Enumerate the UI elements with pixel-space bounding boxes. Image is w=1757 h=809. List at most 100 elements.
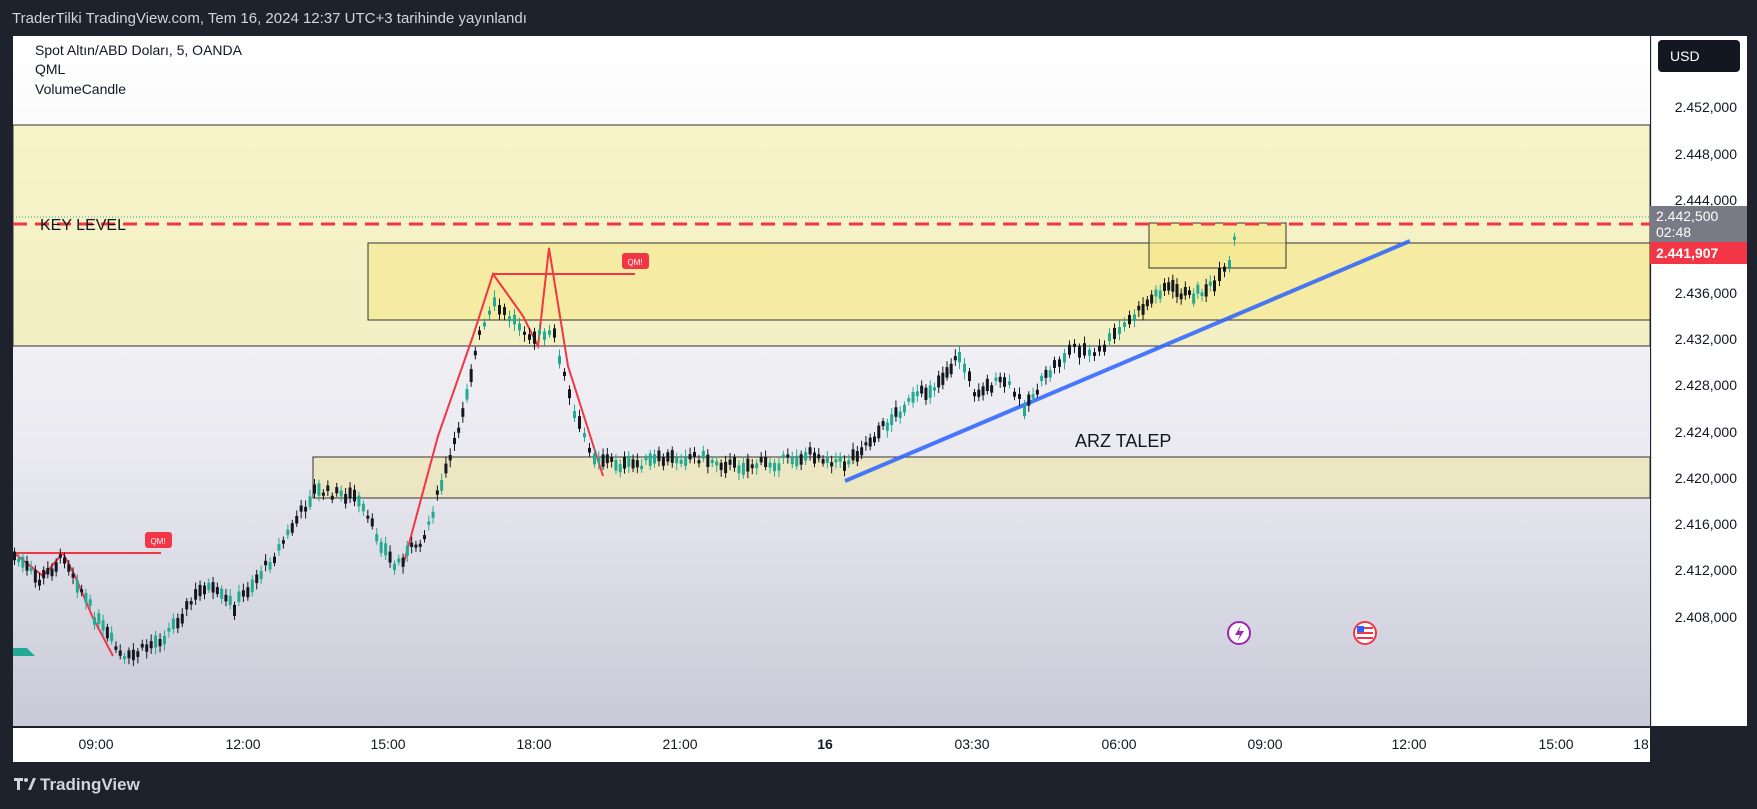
candle-body <box>110 632 114 642</box>
candle-body <box>990 385 994 393</box>
qml-pattern-left[interactable] <box>14 552 114 657</box>
candle-body <box>670 450 674 463</box>
qml-pattern-main[interactable] <box>402 247 604 567</box>
candle-body <box>194 589 198 600</box>
indicator-volumecandle[interactable]: VolumeCandle <box>35 81 127 97</box>
candle-body <box>211 582 215 593</box>
candle-body <box>877 425 881 439</box>
time-tick: 09:00 <box>78 736 114 752</box>
candle-body <box>781 454 785 458</box>
candle-body <box>453 437 456 445</box>
candle-body <box>88 599 92 606</box>
candle-body <box>777 463 781 471</box>
candle-body <box>498 305 501 315</box>
candle-body <box>903 404 906 413</box>
candle-body <box>1083 343 1086 356</box>
candle-body <box>384 543 388 556</box>
time-tick: 15:00 <box>370 736 406 752</box>
candle-body <box>401 557 405 567</box>
candle-body <box>75 580 79 593</box>
candle-body <box>233 604 236 616</box>
candle-body <box>1183 287 1187 296</box>
trend-line[interactable] <box>844 239 1411 483</box>
candle-body <box>1058 359 1061 367</box>
candle-body <box>715 461 719 466</box>
candle-body <box>503 307 506 315</box>
price-marker-timer: 02:48 <box>1656 224 1692 240</box>
candle-body <box>339 490 343 497</box>
time-axis[interactable]: 09:00 12:00 15:00 18:00 21:00 16 03:30 06:00 09:… <box>13 728 1653 762</box>
candle-body <box>518 323 521 331</box>
price-tick: 2.420,000 <box>1674 470 1737 486</box>
candle-body <box>563 371 566 377</box>
tradingview-brand: TradingView <box>40 775 140 794</box>
candle-body <box>746 458 750 472</box>
time-tick: 16 <box>817 736 833 752</box>
candle-body <box>538 330 541 335</box>
candle-body <box>1048 370 1052 378</box>
candle-body <box>189 601 193 605</box>
candle-body <box>357 495 361 507</box>
candle-body <box>737 465 741 474</box>
candle-body <box>894 407 898 417</box>
price-axis[interactable]: USD 2.452,000 2.448,000 2.444,000 2.436,000… <box>1650 36 1747 726</box>
candle-body <box>786 454 790 458</box>
candle-body <box>418 543 422 547</box>
us-flag-icon[interactable] <box>1353 621 1377 645</box>
candle-body <box>1150 294 1154 304</box>
candle-body <box>50 568 54 577</box>
price-tick: 2.428,000 <box>1674 377 1737 393</box>
qm-badge-left[interactable]: QM! <box>145 532 172 548</box>
candle-body <box>290 523 294 533</box>
demand-zone[interactable] <box>312 456 1651 499</box>
breakout-box[interactable] <box>1148 222 1287 269</box>
publish-header: TraderTilki TradingView.com, Tem 16, 202… <box>0 0 1757 36</box>
candle-body <box>29 567 33 572</box>
candle-body <box>46 567 50 575</box>
candles[interactable] <box>13 232 1236 667</box>
candle-body <box>821 459 825 464</box>
candle-body <box>237 591 241 602</box>
candle-body <box>101 620 105 631</box>
price-chart[interactable]: KEY LEVEL ARZ TALEP QM! QM! <box>12 36 1651 726</box>
candle-body <box>741 462 745 475</box>
candle-body <box>1208 281 1212 286</box>
candle-body <box>1063 353 1066 363</box>
candle-body <box>361 503 365 512</box>
candle-body <box>1175 284 1179 297</box>
candle-body <box>1098 345 1101 352</box>
candle-body <box>1223 266 1226 272</box>
candle-body <box>375 534 379 542</box>
candle-body <box>750 464 754 469</box>
candle-body <box>423 535 426 540</box>
indicator-qml[interactable]: QML <box>35 61 66 77</box>
inner-supply-zone[interactable] <box>367 242 1651 321</box>
chart-pane[interactable]: KEY LEVEL ARZ TALEP QM! QM! <box>12 36 1651 726</box>
candle-body <box>444 463 448 474</box>
key-level-label: KEY LEVEL <box>40 217 126 234</box>
lightning-icon[interactable] <box>1227 621 1251 645</box>
candle-body <box>295 515 299 524</box>
candle-body <box>985 378 989 391</box>
candle-body <box>855 451 859 462</box>
symbol-legend[interactable]: Spot Altın/ABD Doları, 5, OANDA <box>35 42 242 58</box>
tradingview-logo[interactable]: TradingView <box>14 775 140 795</box>
scroll-marker-icon <box>13 648 35 656</box>
price-tick: 2.448,000 <box>1674 146 1737 162</box>
candle-body <box>1233 236 1236 240</box>
candle-body <box>171 618 175 630</box>
candle-body <box>366 515 370 519</box>
candle-body <box>933 387 936 391</box>
qm-badge-main[interactable]: QM! <box>622 253 649 269</box>
candle-body <box>405 545 409 556</box>
candle-body <box>241 590 245 597</box>
candle-body <box>255 574 259 584</box>
candle-body <box>627 455 631 467</box>
currency-button[interactable]: USD <box>1658 40 1740 72</box>
candle-body <box>675 457 679 464</box>
candle-body <box>388 551 392 563</box>
candle-body <box>963 363 966 373</box>
candle-body <box>825 457 829 463</box>
candle-body <box>583 433 586 438</box>
candle-body <box>58 554 62 558</box>
